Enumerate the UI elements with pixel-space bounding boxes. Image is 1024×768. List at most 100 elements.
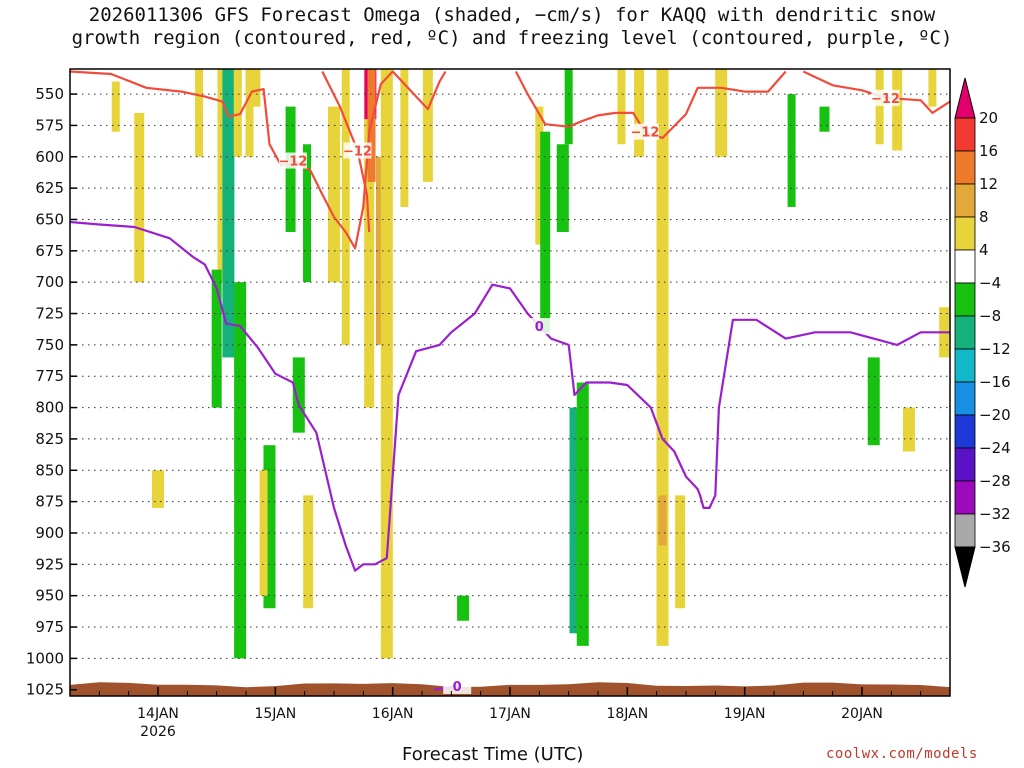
omega-cell bbox=[134, 112, 145, 283]
y-tick-label: 750 bbox=[35, 336, 64, 354]
omega-cell bbox=[364, 69, 375, 408]
omega-cell bbox=[211, 269, 222, 408]
omega-cell bbox=[380, 69, 393, 659]
colorbar-label: 20 bbox=[979, 109, 998, 127]
omega-cell bbox=[422, 69, 433, 182]
omega-cell bbox=[535, 106, 544, 245]
colorbar-bottom-arrow bbox=[954, 546, 976, 588]
dgz-contour-label: −12 bbox=[630, 126, 659, 141]
omega-cell bbox=[250, 69, 261, 107]
dgz-contour-label-bg bbox=[871, 89, 900, 106]
title-line-1: 2026011306 GFS Forecast Omega (shaded, −… bbox=[88, 4, 936, 26]
omega-cell bbox=[341, 69, 350, 345]
x-tick-label: 15JAN bbox=[254, 706, 296, 722]
chart-title: 2026011306 GFS Forecast Omega (shaded, −… bbox=[0, 4, 1024, 50]
omega-cell bbox=[675, 495, 686, 609]
omega-cell bbox=[303, 495, 314, 609]
y-tick-label: 850 bbox=[35, 461, 64, 479]
y-tick-label: 825 bbox=[35, 430, 64, 448]
omega-cell bbox=[285, 106, 296, 233]
y-tick-label: 800 bbox=[35, 399, 64, 417]
colorbar-segment bbox=[954, 282, 976, 317]
omega-cell bbox=[111, 81, 120, 132]
y-tick-label: 725 bbox=[35, 305, 64, 323]
colorbar-label: −36 bbox=[979, 538, 1011, 556]
dgz-contour-label: −12 bbox=[343, 145, 372, 160]
colorbar-segment bbox=[954, 216, 976, 251]
y-tick-label: 625 bbox=[35, 179, 64, 197]
colorbar-label: −12 bbox=[979, 340, 1011, 358]
y-axis: 550 575 600 625 650 675 700 725 750 775 800 825 850 8… bbox=[26, 85, 77, 699]
colorbar-label: −4 bbox=[979, 274, 1001, 292]
omega-cell bbox=[292, 357, 305, 433]
colorbar-segment bbox=[954, 183, 976, 218]
y-tick-label: 550 bbox=[35, 85, 64, 103]
omega-cell bbox=[867, 357, 880, 446]
colorbar-label: 8 bbox=[979, 208, 989, 226]
omega-cell bbox=[152, 470, 164, 508]
omega-cell bbox=[259, 470, 268, 596]
dgz-contour-label: −12 bbox=[278, 155, 307, 170]
omega-cell bbox=[540, 131, 551, 333]
y-tick-label: 925 bbox=[35, 555, 64, 573]
colorbar-label: −24 bbox=[979, 439, 1011, 457]
omega-cell bbox=[457, 595, 470, 621]
x-tick-label: 14JAN bbox=[137, 706, 179, 722]
colorbar-label: −8 bbox=[979, 307, 1001, 325]
y-tick-label: 575 bbox=[35, 116, 64, 134]
colorbar-segment bbox=[954, 315, 976, 350]
freezing-contour-label-bg bbox=[525, 318, 554, 335]
omega-cell bbox=[233, 69, 242, 157]
x-tick-label: 17JAN bbox=[489, 706, 531, 722]
colorbar-segment bbox=[954, 513, 976, 548]
x-tick-label: 19JAN bbox=[724, 706, 766, 722]
omega-cell bbox=[892, 69, 903, 151]
freezing-contour-label-bg bbox=[443, 677, 472, 694]
y-tick-label: 975 bbox=[35, 618, 64, 636]
colorbar-segment bbox=[954, 381, 976, 416]
colorbar-segment bbox=[954, 480, 976, 515]
y-tick-label: 1000 bbox=[26, 649, 64, 667]
x-axis-label: Forecast Time (UTC) bbox=[402, 744, 584, 765]
y-tick-label: 875 bbox=[35, 493, 64, 511]
colorbar-segment bbox=[954, 150, 976, 185]
colorbar-segment bbox=[954, 249, 976, 284]
colorbar-label: −20 bbox=[979, 406, 1011, 424]
colorbar-segment bbox=[954, 447, 976, 482]
colorbar-label: 12 bbox=[979, 175, 998, 193]
dgz-contour-label-bg bbox=[278, 152, 307, 169]
omega-cell bbox=[656, 69, 669, 646]
dgz-contour-label: −12 bbox=[871, 92, 900, 107]
x-tick-label: 16JAN bbox=[372, 706, 414, 722]
omega-cell bbox=[902, 407, 915, 452]
y-tick-label: 600 bbox=[35, 148, 64, 166]
omega-cell bbox=[787, 94, 796, 207]
omega-cell bbox=[222, 69, 235, 358]
omega-cell bbox=[875, 69, 884, 145]
omega-cell bbox=[634, 69, 645, 157]
omega-cell bbox=[715, 69, 728, 157]
freezing-contour-label: 0 bbox=[535, 320, 544, 335]
y-tick-label: 775 bbox=[35, 367, 64, 385]
colorbar-label: −28 bbox=[979, 472, 1011, 490]
omega-cell bbox=[576, 382, 589, 646]
omega-cell bbox=[400, 69, 409, 207]
omega-cell bbox=[658, 495, 667, 546]
colorbar-segment bbox=[954, 414, 976, 449]
omega-cell bbox=[819, 106, 830, 132]
x-tick-label: 18JAN bbox=[606, 706, 648, 722]
omega-cell bbox=[195, 69, 204, 157]
x-axis: 14JAN 15JAN 16JAN 17JAN 18JAN 19JAN 20JAN 2026 bbox=[69, 687, 951, 740]
dgz-contour-label-bg bbox=[630, 123, 659, 140]
colorbar-segment bbox=[954, 348, 976, 383]
freezing-contour-label: 0 bbox=[453, 680, 462, 695]
y-tick-label: 650 bbox=[35, 210, 64, 228]
omega-cell bbox=[617, 69, 626, 145]
dgz-contour bbox=[514, 70, 787, 140]
colorbar-label: 4 bbox=[979, 241, 989, 259]
colorbar-label: −32 bbox=[979, 505, 1011, 523]
colorbar-segment bbox=[954, 117, 976, 152]
omega-cell bbox=[928, 69, 937, 107]
y-tick-label: 700 bbox=[35, 273, 64, 291]
